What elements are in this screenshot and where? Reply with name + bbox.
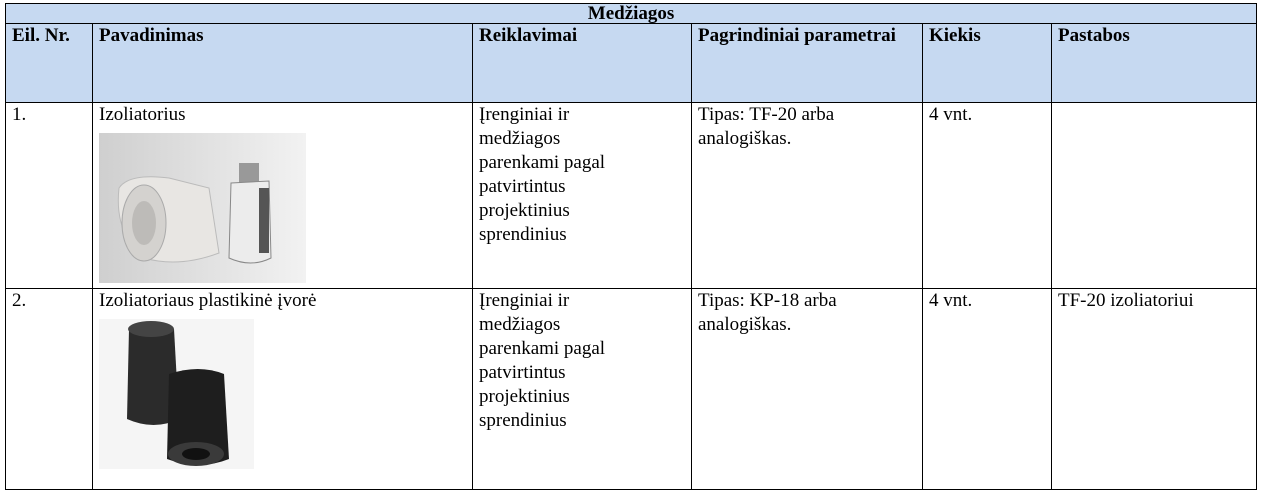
requirements-line: medžiagos xyxy=(479,314,561,335)
bushing-image xyxy=(99,319,254,469)
column-header: Pavadinimas xyxy=(92,23,473,103)
parameters: Tipas: TF-20 arba analogiškas. xyxy=(691,102,923,289)
column-header: Reiklavimai xyxy=(472,23,692,103)
requirements: Įrenginiai ir medžiagos parenkami pagal pat… xyxy=(472,288,692,490)
insulator-image xyxy=(99,133,306,283)
materials-table: Medžiagos Eil. Nr. Pavadinimas Reiklavimai… xyxy=(4,3,1258,490)
page: Medžiagos Eil. Nr. Pavadinimas Reiklavimai… xyxy=(4,3,1258,490)
row-number: 2. xyxy=(5,288,93,490)
notes: TF-20 izoliatoriui xyxy=(1050,288,1258,490)
requirements-line: projektinius xyxy=(479,200,570,221)
requirements-line: patvirtintus xyxy=(479,362,566,383)
notes xyxy=(1050,102,1258,289)
requirements-line: parenkami pagal xyxy=(479,152,606,173)
column-header: Eil. Nr. xyxy=(5,23,93,103)
column-header: Pagrindiniai parametrai xyxy=(691,23,923,103)
quantity: 4 vnt. xyxy=(922,288,1052,490)
requirements-line: Įrenginiai ir xyxy=(479,290,570,311)
requirements-line: medžiagos xyxy=(479,128,561,149)
requirements-line: Įrenginiai ir xyxy=(479,104,570,125)
quantity: 4 vnt. xyxy=(922,102,1052,289)
column-header: Pastabos xyxy=(1050,23,1258,103)
parameters: Tipas: KP-18 arba analogiškas. xyxy=(691,288,923,490)
item-name-text: Izoliatoriaus plastikinė įvorė xyxy=(99,290,317,311)
row-number: 1. xyxy=(5,102,93,289)
requirements-line: sprendinius xyxy=(479,224,567,245)
requirements: Įrenginiai ir medžiagos parenkami pagal pat… xyxy=(472,102,692,289)
table-title: Medžiagos xyxy=(4,3,1258,24)
item-name: Izoliatorius xyxy=(92,102,473,289)
item-name-text: Izoliatorius xyxy=(99,104,186,125)
item-name: Izoliatoriaus plastikinė įvorė xyxy=(92,288,473,490)
requirements-line: sprendinius xyxy=(479,410,567,431)
requirements-line: parenkami pagal xyxy=(479,338,606,359)
column-header: Kiekis xyxy=(922,23,1052,103)
requirements-line: projektinius xyxy=(479,386,570,407)
requirements-line: patvirtintus xyxy=(479,176,566,197)
